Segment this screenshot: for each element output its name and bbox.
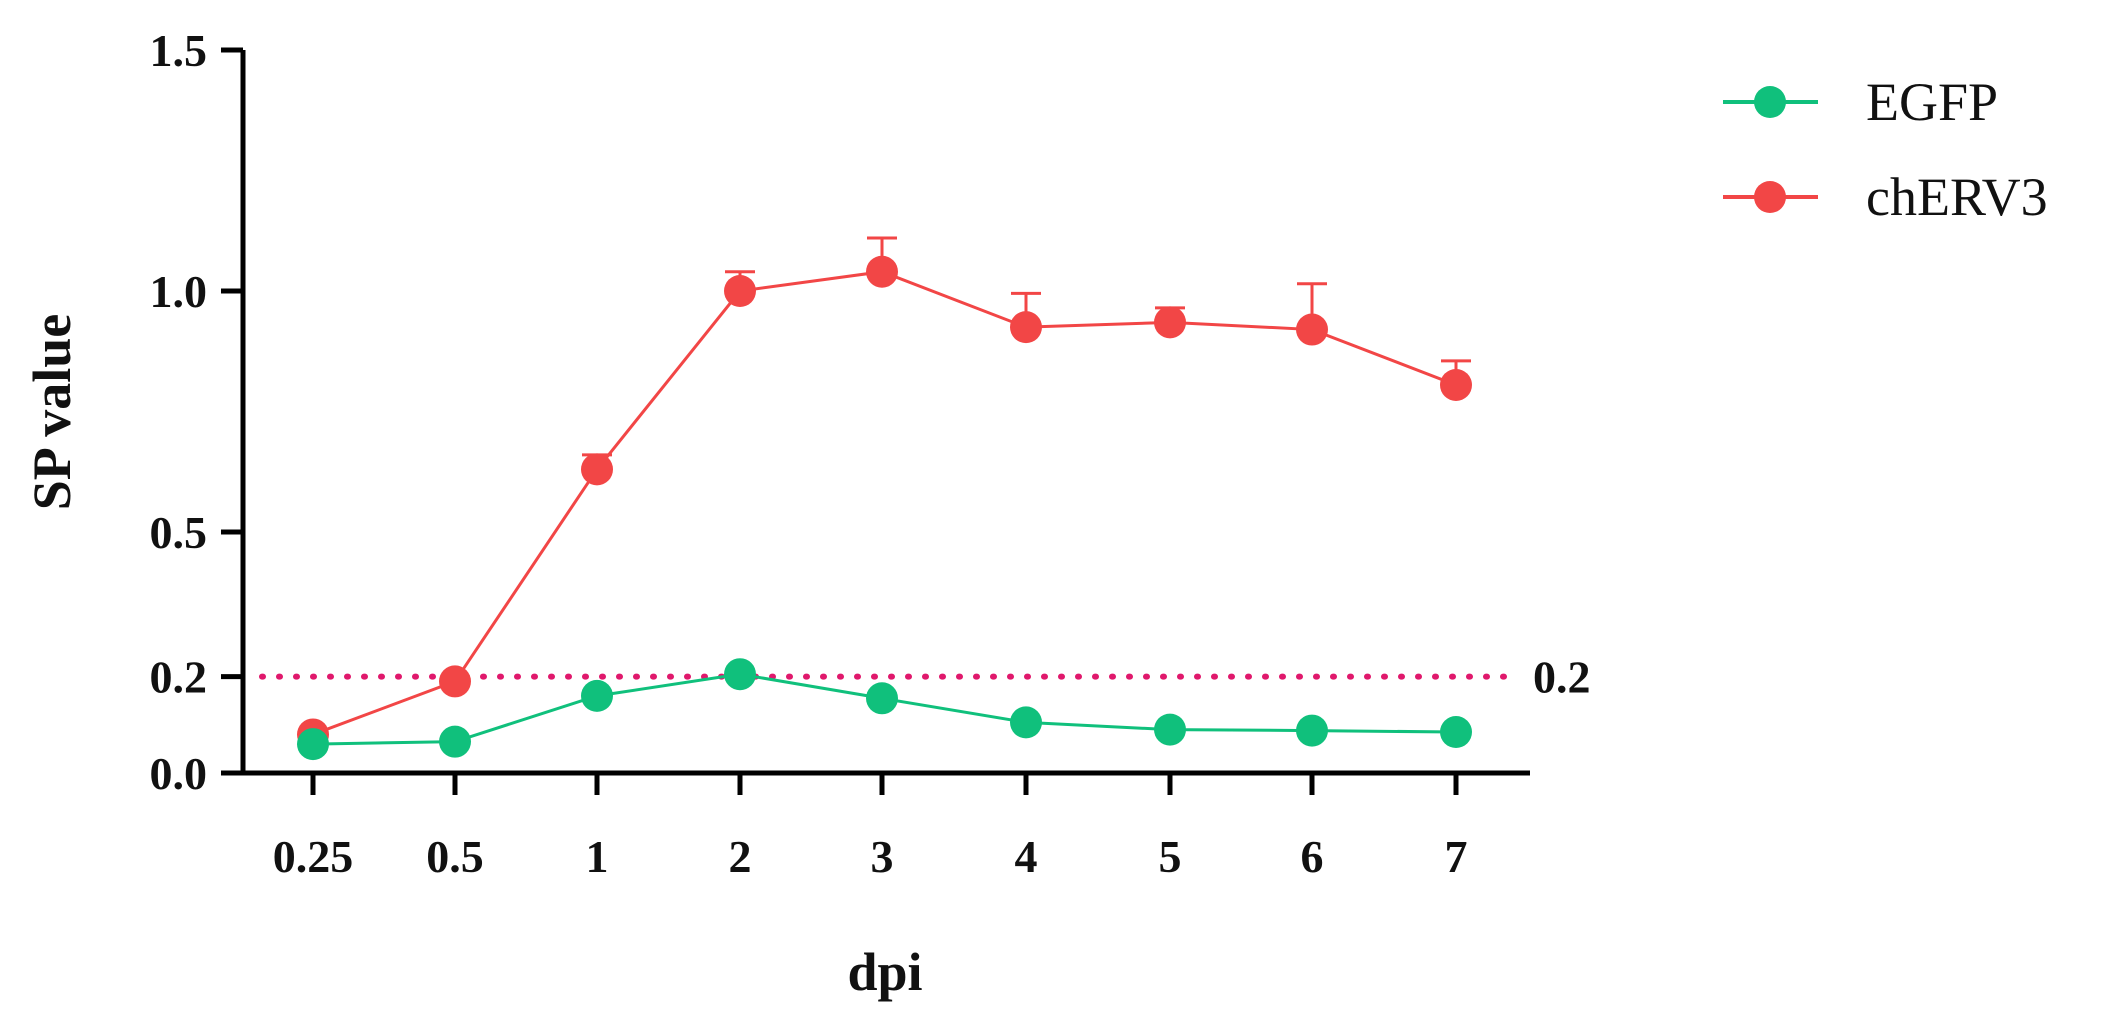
data-point: [581, 679, 613, 712]
data-point: [1440, 368, 1472, 401]
x-axis-title: dpi: [847, 942, 922, 1002]
x-tick-label: 7: [1445, 831, 1468, 882]
data-point: [724, 658, 756, 691]
series-line: [312, 270, 1457, 736]
y-axis-title: SP value: [22, 314, 82, 511]
data-point: [1010, 311, 1042, 344]
series-cherv3: [297, 236, 1472, 751]
legend-marker: [1754, 86, 1786, 118]
series-layer: [297, 236, 1472, 761]
x-tick-label: 0.25: [273, 831, 354, 882]
x-tick-label: 5: [1159, 831, 1182, 882]
legend-label: chERV3: [1866, 167, 2048, 227]
legend-item-egfp: EGFP: [1723, 72, 1998, 132]
y-tick-label: 0.5: [150, 507, 208, 558]
data-point: [439, 725, 471, 758]
x-tick-label: 1: [586, 831, 609, 882]
data-point: [297, 728, 329, 761]
reference-line-label: 0.2: [1533, 652, 1591, 703]
reference-line-group: 0.2: [259, 652, 1591, 703]
data-point: [1010, 706, 1042, 739]
x-tick-label: 0.5: [426, 831, 484, 882]
x-tick-label: 6: [1301, 831, 1324, 882]
series-egfp: [297, 658, 1472, 761]
y-tick-label: 1.0: [150, 266, 208, 317]
data-point: [724, 275, 756, 307]
y-ticks: 0.0 0.2 0.5 1.0 1.5: [150, 25, 243, 799]
legend-label: EGFP: [1866, 72, 1998, 132]
x-tick-label: 4: [1015, 831, 1038, 882]
data-point: [866, 682, 898, 715]
x-tick-label: 3: [871, 831, 894, 882]
data-point: [1154, 713, 1186, 746]
x-tick-label: 2: [729, 831, 752, 882]
x-ticks: 0.25 0.5 1 2 3 4 5 6 7: [273, 773, 1468, 882]
y-tick-label: 1.5: [150, 25, 208, 76]
legend-marker: [1754, 181, 1786, 213]
axes: [240, 50, 1530, 776]
legend-item-cherv3: chERV3: [1723, 167, 2048, 227]
data-point: [1296, 714, 1328, 747]
y-tick-label: 0.0: [150, 748, 208, 799]
data-point: [581, 453, 613, 486]
data-point: [1440, 716, 1472, 749]
legend: EGFP chERV3: [1723, 72, 2048, 227]
y-tick-label: 0.2: [150, 652, 208, 703]
data-point: [439, 665, 471, 698]
data-point: [866, 255, 898, 288]
data-point: [1154, 306, 1186, 339]
data-point: [1296, 313, 1328, 346]
